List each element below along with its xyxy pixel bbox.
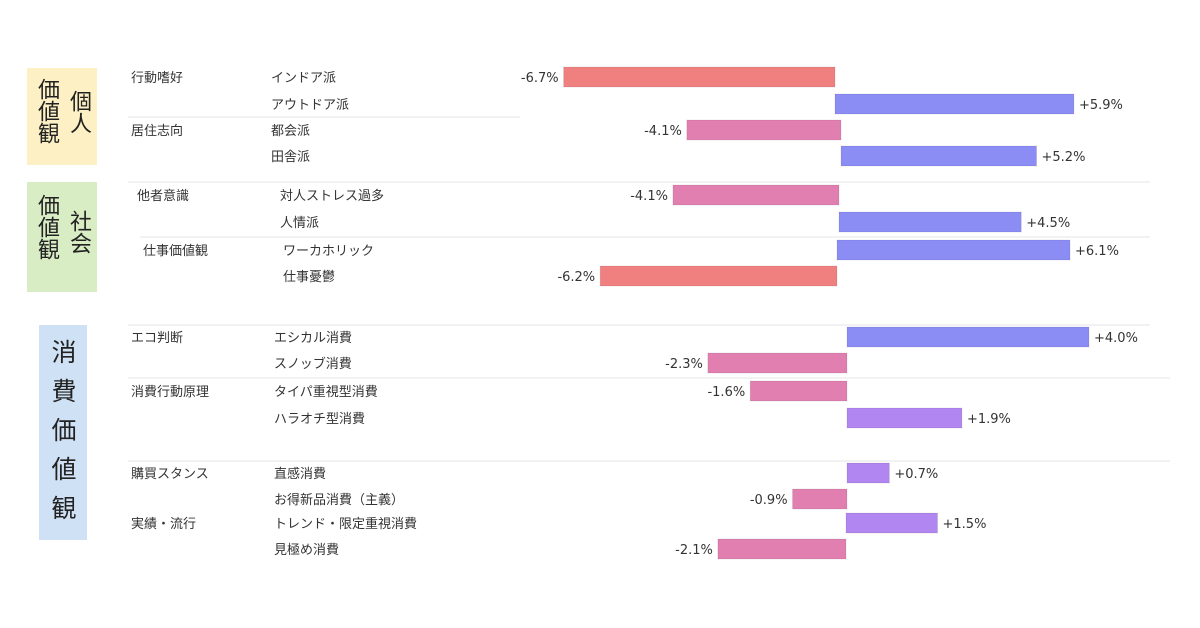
data-label: +5.2% [1042, 150, 1086, 165]
data-label: +0.7% [894, 467, 938, 482]
bar [686, 119, 842, 141]
bar [563, 66, 836, 88]
item-label: スノッブ消費 [274, 356, 352, 372]
data-label: +6.1% [1075, 244, 1119, 259]
item-label: 都会派 [271, 124, 310, 139]
bar [845, 512, 938, 534]
data-label: +5.9% [1079, 98, 1123, 113]
item-label: アウトドア派 [271, 98, 349, 113]
bar [846, 462, 890, 484]
data-label: -4.1% [644, 124, 682, 139]
data-label: -0.9% [750, 493, 788, 508]
consumer-values-label: 消費価値観 [48, 339, 77, 534]
group-label: 他者意識 [137, 188, 189, 204]
bar [834, 93, 1075, 115]
item-label: 対人ストレス過多 [280, 188, 384, 204]
group-label: 購買スタンス [131, 467, 209, 482]
bar [838, 211, 1022, 233]
social-values-sub-label: 社会 [66, 210, 91, 254]
item-label: インドア派 [271, 71, 336, 86]
item-label: 見極め消費 [274, 542, 339, 558]
bar [599, 265, 838, 287]
bar [717, 538, 847, 560]
data-label: -1.6% [707, 385, 745, 400]
data-label: +4.5% [1026, 216, 1070, 231]
group-label: 実績・流行 [131, 516, 196, 532]
bar [672, 184, 840, 206]
data-label: -2.1% [675, 543, 713, 558]
group-label: 居住志向 [131, 123, 183, 139]
group-label: 行動嗜好 [131, 71, 183, 86]
item-label: タイパ重視型消費 [274, 384, 378, 400]
item-label: お得新品消費（主義） [274, 492, 404, 508]
consumer-values-badge: 消費価値観 [39, 325, 87, 540]
bar [836, 239, 1071, 261]
item-label: ハラオチ型消費 [274, 412, 365, 427]
data-label: +1.5% [943, 517, 987, 532]
item-label: エシカル消費 [274, 331, 352, 346]
personal-values-sub-label: 個人 [66, 90, 91, 134]
data-label: -2.3% [665, 357, 703, 372]
data-label: +1.9% [967, 412, 1011, 427]
data-label: -6.2% [557, 270, 595, 285]
social-values-badge: 価値観 社会 [27, 182, 97, 292]
bar [749, 380, 848, 402]
personal-values-main-label: 価値観 [34, 78, 59, 144]
data-label: +4.0% [1094, 331, 1138, 346]
group-label: エコ判断 [131, 331, 183, 346]
bar [846, 326, 1090, 348]
item-label: 直感消費 [274, 466, 326, 482]
bar [846, 407, 963, 429]
item-label: 田舎派 [271, 150, 310, 165]
bar [792, 488, 848, 510]
data-label: -6.7% [521, 71, 559, 86]
item-label: 仕事憂鬱 [283, 270, 335, 285]
item-label: ワーカホリック [283, 244, 374, 259]
bar [840, 145, 1038, 167]
bar [707, 352, 848, 374]
group-label: 仕事価値観 [143, 243, 208, 259]
social-values-main-label: 価値観 [34, 194, 59, 260]
data-label: -4.1% [630, 189, 668, 204]
group-label: 消費行動原理 [131, 385, 209, 400]
item-label: トレンド・限定重視消費 [274, 516, 417, 532]
personal-values-badge: 価値観 個人 [27, 68, 97, 165]
item-label: 人情派 [280, 216, 319, 231]
